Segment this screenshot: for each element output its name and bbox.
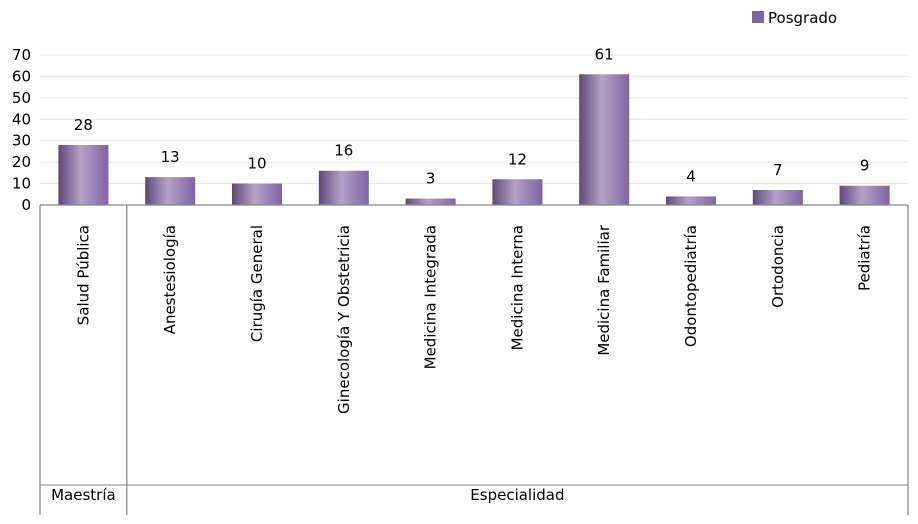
- bar: [839, 185, 890, 205]
- legend: Posgrado: [752, 9, 837, 27]
- category-label: Ginecología Y Obstetricia: [335, 225, 353, 414]
- y-tick-label: 10: [12, 175, 31, 193]
- labels: 0 10 20 30 40 50 60 70 28 13 10 16 3 12 61 4 7 9 Salud Púb…: [12, 45, 874, 504]
- data-label: 13: [161, 148, 180, 166]
- data-label: 4: [686, 167, 696, 185]
- bar: [145, 177, 196, 205]
- data-label: 28: [74, 116, 93, 134]
- gridlines: [40, 54, 908, 185]
- legend-label: Posgrado: [768, 9, 837, 27]
- y-tick-label: 70: [12, 46, 31, 64]
- bars: [58, 74, 890, 206]
- y-tick-label: 60: [12, 67, 31, 85]
- bar: [58, 145, 109, 205]
- data-label: 61: [595, 45, 614, 63]
- category-label: Medicina Familiar: [595, 224, 613, 355]
- group-label: Especialidad: [470, 486, 564, 504]
- category-label: Odontopediatría: [682, 225, 700, 347]
- category-label: Cirugía General: [248, 225, 266, 342]
- category-label: Medicina Interna: [508, 225, 526, 350]
- bar: [318, 170, 369, 205]
- data-label: 12: [508, 150, 527, 168]
- data-label: 7: [773, 161, 783, 179]
- bar: [405, 198, 456, 205]
- y-tick-label: 50: [12, 89, 31, 107]
- bar: [579, 74, 630, 206]
- axes: [39, 204, 909, 515]
- category-label: Salud Pública: [74, 225, 92, 325]
- bar: [492, 179, 543, 205]
- y-tick-label: 40: [12, 110, 31, 128]
- category-label: Anestesiología: [161, 225, 179, 334]
- data-label: 3: [426, 170, 436, 188]
- bar: [666, 196, 716, 205]
- category-label: Pediatría: [856, 225, 874, 291]
- y-tick-label: 20: [12, 153, 31, 171]
- data-label: 10: [247, 155, 266, 173]
- y-tick-label: 30: [12, 132, 31, 150]
- y-tick-label: 0: [21, 196, 31, 214]
- category-label: Medicina Integrada: [422, 225, 440, 369]
- data-label: 16: [334, 142, 353, 160]
- category-label: Ortodoncia: [769, 225, 787, 308]
- legend-swatch: [752, 11, 764, 23]
- data-label: 9: [860, 157, 870, 175]
- bar: [752, 190, 803, 205]
- bar: [232, 183, 282, 205]
- group-label: Maestría: [51, 486, 116, 504]
